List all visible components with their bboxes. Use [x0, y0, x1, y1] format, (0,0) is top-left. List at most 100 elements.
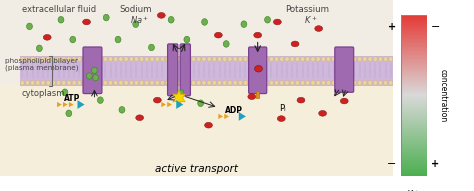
- Circle shape: [145, 80, 149, 85]
- Circle shape: [70, 36, 76, 43]
- Circle shape: [88, 57, 92, 62]
- Circle shape: [311, 57, 315, 62]
- Bar: [401, 54, 427, 55]
- Bar: [401, 76, 427, 77]
- Bar: [401, 42, 427, 43]
- Circle shape: [36, 57, 40, 62]
- FancyBboxPatch shape: [335, 47, 354, 92]
- Circle shape: [241, 21, 247, 28]
- Circle shape: [223, 41, 229, 47]
- Ellipse shape: [157, 13, 165, 18]
- Bar: [401, 148, 427, 149]
- Text: $Na^+$: $Na^+$: [130, 14, 149, 26]
- Bar: [401, 58, 427, 59]
- Bar: [401, 128, 427, 129]
- Bar: [401, 98, 427, 99]
- Bar: [401, 136, 427, 137]
- Text: $Na^+$: $Na^+$: [403, 0, 424, 2]
- Circle shape: [248, 80, 253, 85]
- Bar: [401, 127, 427, 128]
- Bar: [401, 113, 427, 114]
- Bar: [401, 96, 427, 97]
- Bar: [401, 161, 427, 162]
- Bar: [401, 166, 427, 167]
- Bar: [401, 138, 427, 139]
- Bar: [401, 102, 427, 103]
- Circle shape: [198, 100, 204, 107]
- Circle shape: [86, 73, 92, 79]
- Circle shape: [238, 57, 242, 62]
- Circle shape: [264, 16, 271, 23]
- Bar: [401, 170, 427, 171]
- Circle shape: [109, 80, 113, 85]
- Circle shape: [218, 57, 222, 62]
- Circle shape: [331, 57, 336, 62]
- Bar: [401, 25, 427, 26]
- Circle shape: [176, 80, 180, 85]
- Polygon shape: [176, 100, 183, 109]
- Bar: [401, 104, 427, 105]
- Text: active transport: active transport: [155, 163, 238, 173]
- Circle shape: [27, 23, 32, 30]
- Bar: [401, 70, 427, 71]
- Bar: [401, 157, 427, 158]
- Circle shape: [259, 57, 263, 62]
- Bar: [401, 131, 427, 132]
- Bar: [401, 162, 427, 163]
- Bar: [401, 160, 427, 161]
- Circle shape: [254, 57, 258, 62]
- Circle shape: [178, 90, 184, 96]
- Circle shape: [56, 80, 61, 85]
- Bar: [401, 121, 427, 122]
- Bar: [401, 67, 427, 68]
- Circle shape: [72, 80, 76, 85]
- Text: (plasma membrane): (plasma membrane): [5, 65, 78, 71]
- Circle shape: [36, 45, 42, 52]
- Circle shape: [134, 80, 138, 85]
- Bar: [401, 123, 427, 124]
- Bar: [401, 150, 427, 151]
- Circle shape: [103, 80, 108, 85]
- Bar: [401, 93, 427, 94]
- Bar: [401, 108, 427, 109]
- Circle shape: [36, 80, 40, 85]
- Bar: [401, 51, 427, 52]
- Circle shape: [212, 80, 217, 85]
- Circle shape: [150, 57, 154, 62]
- Bar: [401, 78, 427, 79]
- Circle shape: [290, 80, 294, 85]
- Polygon shape: [161, 102, 166, 107]
- Circle shape: [238, 80, 242, 85]
- Bar: [401, 101, 427, 102]
- Circle shape: [103, 14, 109, 21]
- FancyBboxPatch shape: [168, 44, 178, 96]
- Text: $K^+$: $K^+$: [304, 14, 318, 26]
- Bar: [401, 35, 427, 36]
- Circle shape: [306, 57, 310, 62]
- Bar: [401, 47, 427, 48]
- Circle shape: [41, 57, 45, 62]
- Text: cytoplasm: cytoplasm: [22, 89, 65, 98]
- Text: ADP: ADP: [226, 106, 244, 115]
- Circle shape: [243, 80, 247, 85]
- Circle shape: [363, 80, 367, 85]
- Circle shape: [103, 57, 108, 62]
- Ellipse shape: [214, 32, 222, 38]
- Bar: [401, 124, 427, 125]
- Bar: [401, 109, 427, 110]
- Text: Potassium: Potassium: [285, 5, 329, 14]
- Bar: [401, 29, 427, 30]
- Circle shape: [77, 57, 82, 62]
- Polygon shape: [219, 114, 223, 119]
- Bar: [401, 85, 427, 86]
- Circle shape: [383, 80, 388, 85]
- Polygon shape: [224, 114, 229, 119]
- Bar: [401, 16, 427, 17]
- Circle shape: [243, 57, 247, 62]
- Circle shape: [342, 57, 346, 62]
- Circle shape: [30, 80, 35, 85]
- Bar: [401, 73, 427, 74]
- Circle shape: [378, 57, 383, 62]
- Bar: [401, 75, 427, 76]
- Circle shape: [160, 80, 164, 85]
